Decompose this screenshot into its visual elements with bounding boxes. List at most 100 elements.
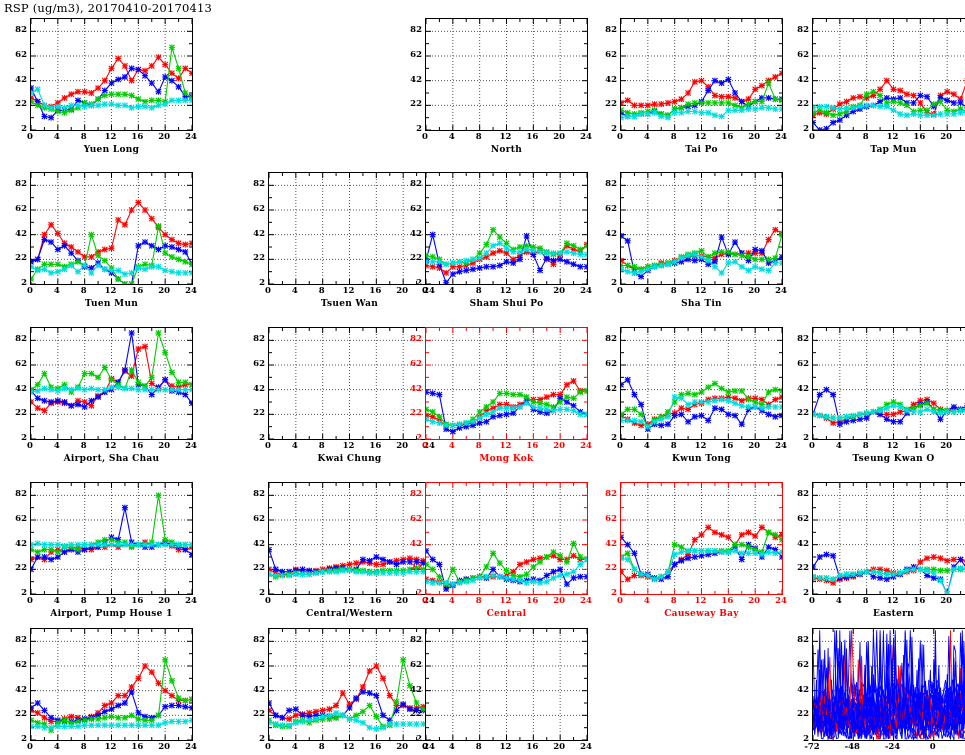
series-marker	[142, 103, 149, 110]
series-marker	[631, 113, 638, 120]
series-marker	[182, 703, 189, 710]
series-marker	[81, 103, 88, 110]
series-marker	[108, 536, 115, 543]
series-marker	[924, 572, 931, 579]
series-marker	[530, 563, 537, 570]
series-marker	[779, 253, 782, 260]
series-marker	[54, 99, 61, 106]
series-marker	[339, 690, 346, 697]
series-marker	[830, 576, 837, 583]
series-marker	[175, 240, 182, 247]
series-marker	[765, 267, 772, 274]
y-axis-tick-label: 22	[15, 99, 27, 110]
series-marker	[142, 266, 149, 273]
series-marker	[843, 98, 850, 105]
series-marker	[182, 97, 189, 104]
plot-canvas	[31, 19, 192, 130]
series-marker	[685, 406, 692, 413]
series-marker	[406, 682, 413, 689]
series-marker	[678, 411, 685, 418]
series-marker	[563, 394, 570, 401]
series-marker	[698, 412, 705, 419]
series-marker	[108, 722, 115, 729]
y-axis-tick-label: 22	[410, 99, 422, 110]
series-marker	[88, 253, 95, 260]
series-marker	[877, 92, 884, 99]
series-marker	[115, 55, 122, 62]
x-axis-tick-label: 4	[53, 132, 60, 142]
series-marker	[638, 401, 645, 408]
series-marker	[563, 406, 570, 413]
series-marker	[182, 241, 189, 248]
series-marker	[738, 402, 745, 409]
series-marker	[698, 399, 705, 405]
series-marker	[631, 417, 638, 424]
x-axis-tick-label: 12	[694, 132, 707, 142]
series-marker	[570, 250, 577, 257]
series-marker	[413, 565, 420, 572]
series-marker	[400, 570, 407, 577]
x-axis-tick-label: 16	[721, 132, 734, 142]
x-axis-tick-label: 8	[475, 742, 482, 752]
series-marker	[752, 98, 759, 105]
series-marker	[469, 422, 476, 429]
y-axis-tick-label: 62	[797, 359, 809, 369]
series-marker	[95, 374, 102, 381]
plot-canvas	[269, 173, 430, 284]
series-marker	[685, 551, 692, 558]
x-axis-tick-label: 12	[104, 132, 117, 142]
series-marker	[175, 83, 182, 90]
y-axis-tick-label: 62	[15, 660, 27, 670]
series-marker	[530, 247, 537, 254]
y-axis-tick-label: 22	[15, 563, 27, 574]
series-marker	[752, 106, 759, 113]
series-marker	[543, 401, 550, 408]
series-marker	[353, 560, 360, 567]
series-marker	[121, 692, 128, 699]
y-axis-tick-label: 2	[803, 433, 809, 443]
series-marker	[429, 579, 436, 586]
series-marker	[41, 231, 48, 238]
series-marker	[128, 366, 135, 373]
panel-title: Tsuen Wan	[320, 299, 379, 309]
series-marker	[483, 573, 490, 580]
plot-panel: 2 22 42 62 82 0 4 8 12 16 20 24 Tuen Mun	[15, 172, 197, 309]
series-marker	[406, 720, 413, 727]
series-marker	[162, 61, 169, 68]
series-marker	[54, 108, 61, 115]
y-axis-tick-label: 42	[797, 383, 809, 394]
panel-title: Central	[486, 609, 527, 619]
series-marker	[155, 97, 162, 104]
series-marker	[128, 385, 135, 392]
series-marker	[61, 266, 68, 273]
y-axis-tick-label: 2	[259, 278, 265, 288]
series-marker	[658, 262, 665, 269]
series-marker	[816, 391, 823, 398]
series-marker	[557, 399, 564, 405]
series-marker	[443, 422, 450, 429]
series-marker	[81, 253, 88, 260]
series-marker	[429, 566, 436, 573]
series-marker	[31, 263, 34, 270]
series-marker	[148, 391, 155, 398]
series-marker	[496, 390, 503, 397]
series-marker	[108, 91, 115, 98]
y-axis-tick-label: 2	[259, 588, 265, 598]
series-marker	[758, 405, 765, 412]
plot-frame	[620, 172, 783, 285]
y-axis-tick-label: 42	[410, 383, 422, 394]
series-marker	[108, 541, 115, 548]
plot-canvas	[813, 328, 965, 439]
series-marker	[570, 552, 577, 559]
series-marker	[883, 576, 890, 583]
y-axis-tick-label: 22	[253, 253, 265, 264]
series-marker	[175, 546, 182, 553]
series-marker	[95, 248, 102, 255]
y-axis-tick-label: 82	[605, 25, 617, 36]
series-marker	[856, 93, 863, 100]
series-marker	[373, 725, 380, 732]
x-axis-tick-label: 12	[104, 596, 117, 606]
series-marker	[31, 90, 34, 96]
x-axis-tick-label: 20	[940, 132, 953, 142]
plot-frame	[812, 327, 965, 440]
